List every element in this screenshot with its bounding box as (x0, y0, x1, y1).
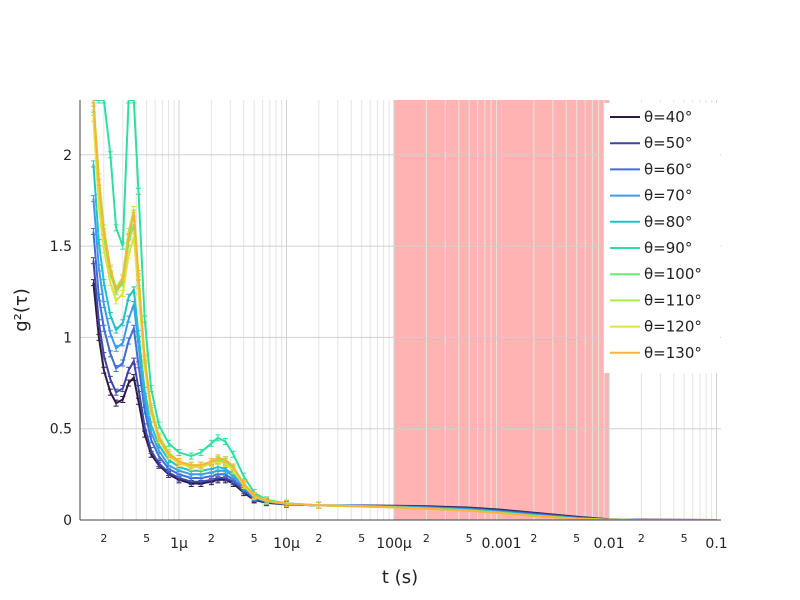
legend-item: θ=50° (644, 134, 692, 152)
legend-item: θ=130° (644, 344, 702, 362)
x-minor-tick-label: 2 (100, 532, 107, 545)
x-tick-label: 1μ (170, 536, 188, 552)
x-minor-tick-label: 5 (251, 532, 258, 545)
y-axis-title: g²(τ) (11, 288, 32, 332)
legend-box (604, 103, 720, 373)
legend-item: θ=100° (644, 265, 702, 283)
y-tick-label: 0 (63, 513, 72, 529)
legend-item: θ=90° (644, 239, 692, 257)
legend-item: θ=40° (644, 108, 692, 126)
series-layer (90, 100, 717, 520)
y-tick-label: 1 (63, 330, 72, 346)
x-minor-tick-label: 2 (530, 532, 537, 545)
x-tick-label: 100μ (376, 536, 412, 552)
x-minor-tick-label: 2 (315, 532, 322, 545)
series-group (90, 100, 717, 520)
legend: θ=40° θ=50° θ=60° θ=70° θ=80° θ=90° θ=100° θ=11… (604, 103, 720, 373)
x-minor-tick-label: 5 (358, 532, 365, 545)
x-minor-tick-label: 2 (208, 532, 215, 545)
y-tick-label: 1.5 (50, 239, 72, 255)
legend-item: θ=80° (644, 213, 692, 231)
x-axis-title: t (s) (382, 567, 418, 588)
x-minor-tick-label: 2 (638, 532, 645, 545)
legend-item: θ=120° (644, 318, 702, 336)
y-tick-label: 0.5 (50, 422, 72, 438)
x-minor-tick-label: 5 (143, 532, 150, 545)
legend-item: θ=60° (644, 160, 692, 178)
x-minor-tick-label: 5 (681, 532, 688, 545)
x-minor-tick-label: 5 (466, 532, 473, 545)
legend-item: θ=70° (644, 187, 692, 205)
x-minor-tick-label: 5 (573, 532, 580, 545)
y-tick-label: 2 (63, 148, 72, 164)
x-tick-label: 0.001 (481, 536, 521, 552)
x-minor-tick-label: 2 (423, 532, 430, 545)
x-tick-label: 0.01 (593, 536, 624, 552)
axis-layer: 1μ 10μ 100μ 0.001 0.01 0.1 2 5 2 5 2 5 2 5 2 5 2 5 0 0.5 1 1.… (50, 100, 728, 552)
x-tick-label: 10μ (273, 536, 300, 552)
legend-item: θ=110° (644, 291, 702, 309)
x-tick-label: 0.1 (705, 536, 727, 552)
